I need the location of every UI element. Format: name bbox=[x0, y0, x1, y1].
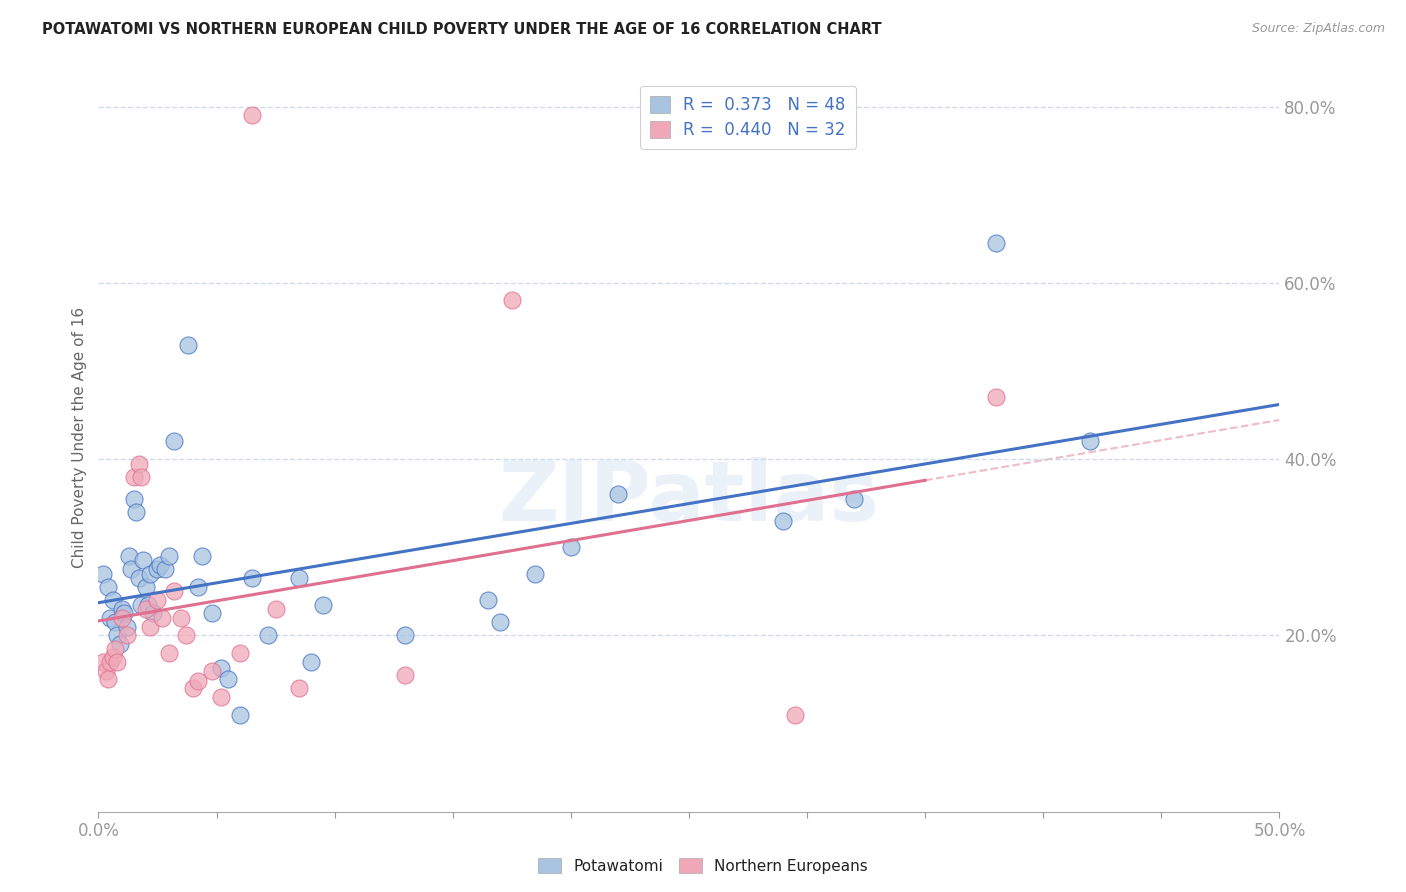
Point bbox=[477, 593, 499, 607]
Point bbox=[191, 549, 214, 563]
Point bbox=[501, 293, 523, 308]
Point bbox=[104, 641, 127, 656]
Point bbox=[394, 668, 416, 682]
Point bbox=[111, 602, 134, 616]
Point bbox=[157, 549, 180, 563]
Point bbox=[181, 681, 204, 696]
Point bbox=[104, 615, 127, 630]
Point bbox=[560, 541, 582, 555]
Point bbox=[101, 650, 124, 665]
Point bbox=[312, 598, 335, 612]
Point bbox=[129, 598, 152, 612]
Legend: R =  0.373   N = 48, R =  0.440   N = 32: R = 0.373 N = 48, R = 0.440 N = 32 bbox=[640, 86, 856, 149]
Point bbox=[97, 580, 120, 594]
Point bbox=[108, 637, 131, 651]
Point bbox=[177, 337, 200, 351]
Point bbox=[240, 571, 263, 585]
Point bbox=[844, 491, 866, 506]
Point bbox=[772, 514, 794, 528]
Point bbox=[187, 674, 209, 689]
Point bbox=[97, 673, 120, 687]
Point bbox=[299, 655, 322, 669]
Point bbox=[139, 619, 162, 633]
Text: ZIPatlas: ZIPatlas bbox=[499, 457, 879, 538]
Point bbox=[146, 593, 169, 607]
Point bbox=[122, 469, 145, 483]
Point bbox=[201, 607, 224, 621]
Point bbox=[489, 615, 512, 630]
Point bbox=[257, 628, 280, 642]
Point bbox=[128, 571, 150, 585]
Point bbox=[112, 607, 135, 621]
Text: POTAWATOMI VS NORTHERN EUROPEAN CHILD POVERTY UNDER THE AGE OF 16 CORRELATION CH: POTAWATOMI VS NORTHERN EUROPEAN CHILD PO… bbox=[42, 22, 882, 37]
Point bbox=[150, 611, 173, 625]
Point bbox=[149, 558, 172, 572]
Point bbox=[118, 549, 141, 563]
Point bbox=[201, 664, 224, 678]
Point bbox=[129, 469, 152, 483]
Text: Source: ZipAtlas.com: Source: ZipAtlas.com bbox=[1251, 22, 1385, 36]
Point bbox=[125, 505, 148, 519]
Point bbox=[121, 562, 143, 576]
Point bbox=[139, 566, 162, 581]
Point bbox=[157, 646, 180, 660]
Point bbox=[264, 602, 287, 616]
Point bbox=[115, 628, 138, 642]
Point bbox=[105, 628, 128, 642]
Point bbox=[98, 655, 121, 669]
Point bbox=[163, 584, 186, 599]
Point bbox=[111, 611, 134, 625]
Point bbox=[174, 628, 197, 642]
Point bbox=[101, 593, 124, 607]
Point bbox=[288, 571, 311, 585]
Point bbox=[170, 611, 193, 625]
Point bbox=[163, 434, 186, 449]
Point bbox=[128, 457, 150, 471]
Point bbox=[136, 598, 159, 612]
Point bbox=[217, 673, 239, 687]
Point bbox=[1080, 434, 1102, 449]
Point bbox=[394, 628, 416, 642]
Point bbox=[94, 664, 117, 678]
Point bbox=[785, 707, 807, 722]
Point bbox=[115, 619, 138, 633]
Point bbox=[122, 491, 145, 506]
Point bbox=[132, 553, 155, 567]
Point bbox=[209, 661, 232, 675]
Legend: Potawatomi, Northern Europeans: Potawatomi, Northern Europeans bbox=[533, 852, 873, 880]
Point bbox=[209, 690, 232, 705]
Point bbox=[91, 566, 114, 581]
Point bbox=[524, 566, 547, 581]
Point bbox=[135, 602, 157, 616]
Y-axis label: Child Poverty Under the Age of 16: Child Poverty Under the Age of 16 bbox=[72, 307, 87, 567]
Point bbox=[240, 108, 263, 122]
Point bbox=[135, 580, 157, 594]
Point bbox=[288, 681, 311, 696]
Point bbox=[229, 646, 252, 660]
Point bbox=[187, 580, 209, 594]
Point bbox=[105, 655, 128, 669]
Point bbox=[984, 391, 1007, 405]
Point bbox=[98, 611, 121, 625]
Point bbox=[91, 655, 114, 669]
Point bbox=[229, 707, 252, 722]
Point bbox=[153, 562, 176, 576]
Point bbox=[146, 562, 169, 576]
Point bbox=[607, 487, 630, 501]
Point bbox=[142, 607, 165, 621]
Point bbox=[984, 236, 1007, 251]
